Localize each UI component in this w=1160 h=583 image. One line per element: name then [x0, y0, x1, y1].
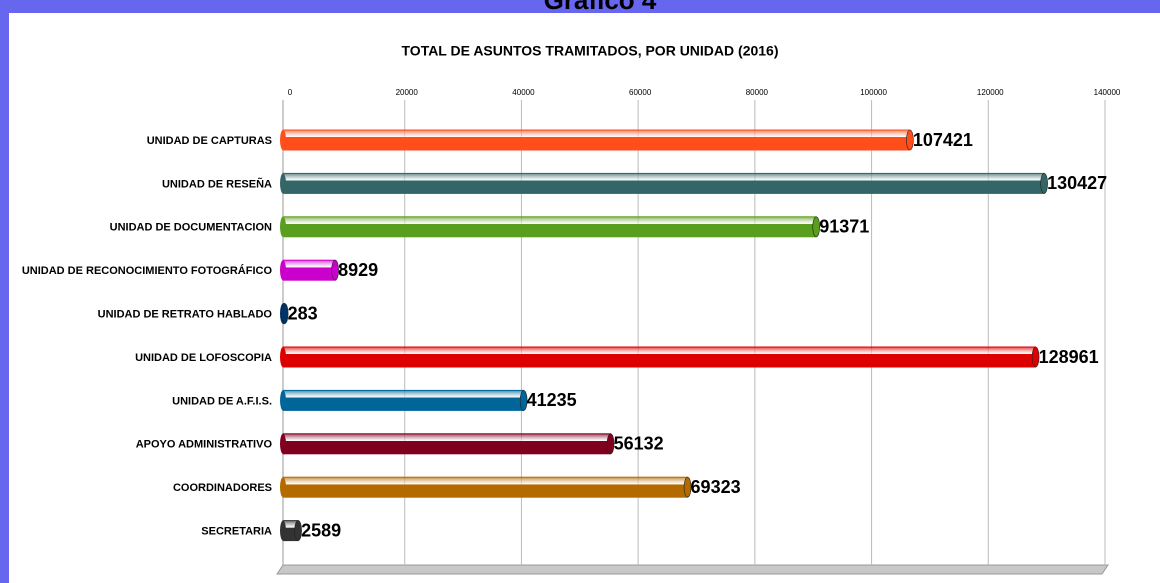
bar-start-cap: [280, 433, 286, 454]
y-tick-label: UNIDAD DE RECONOCIMIENTO FOTOGRÁFICO: [22, 264, 273, 277]
bar-start-cap: [280, 477, 286, 498]
y-tick-label: APOYO ADMINISTRATIVO: [136, 439, 273, 451]
bar-start-cap: [280, 347, 286, 367]
value-label: 130427: [1047, 173, 1107, 193]
bar-start-cap: [280, 520, 286, 541]
x-tick-label: 40000: [512, 88, 535, 97]
x-tick-label: 60000: [629, 88, 652, 97]
bar: [282, 476, 689, 498]
bar: [282, 346, 1037, 368]
bar-end-cap: [294, 520, 302, 541]
bar-start-cap: [280, 130, 286, 150]
bar-start-cap: [280, 390, 286, 411]
value-label: 283: [288, 303, 318, 323]
x-tick-label: 80000: [746, 88, 769, 97]
bar-end-cap: [812, 216, 821, 238]
bar-end-cap: [906, 129, 914, 151]
chart-title: TOTAL DE ASUNTOS TRAMITADOS, POR UNIDAD …: [402, 43, 779, 59]
bar-end-cap: [519, 390, 528, 411]
bar: [282, 216, 817, 238]
value-label: 107421: [913, 130, 973, 150]
bar-start-cap: [280, 216, 286, 237]
y-tick-label: UNIDAD DE RETRATO HABLADO: [98, 309, 273, 321]
bar: [282, 433, 612, 455]
bar-end-cap: [1040, 173, 1048, 194]
bar-start-cap: [280, 260, 286, 281]
value-label: 8929: [338, 260, 378, 280]
page-header: Gráfico 4: [544, 0, 657, 15]
value-label: 128961: [1039, 347, 1099, 367]
bar-end-cap: [606, 433, 615, 455]
y-tick-label: COORDINADORES: [173, 482, 272, 494]
value-label: 56132: [614, 434, 664, 454]
bar-end-cap: [683, 476, 692, 498]
x-tick-label: 140000: [1094, 88, 1121, 97]
bar-start-cap: [280, 173, 286, 194]
bar: [282, 172, 1045, 194]
y-tick-label: UNIDAD DE LOFOSCOPIA: [135, 352, 272, 364]
value-label: 2589: [301, 520, 341, 540]
y-tick-label: UNIDAD DE RESEÑA: [162, 177, 272, 190]
bar: [282, 389, 525, 411]
bar-end-cap: [280, 303, 289, 324]
x-tick-label: 0: [288, 88, 293, 97]
value-label: 69323: [691, 477, 741, 497]
value-label: 41235: [527, 390, 577, 410]
value-label: 91371: [819, 217, 869, 237]
y-tick-label: SECRETARIA: [201, 526, 272, 538]
y-tick-label: UNIDAD DE DOCUMENTACION: [110, 222, 272, 234]
bar-end-cap: [331, 259, 339, 281]
x-tick-label: 120000: [977, 88, 1004, 97]
y-tick-label: UNIDAD DE CAPTURAS: [147, 135, 272, 147]
bar-end-cap: [1031, 346, 1040, 368]
bar: [282, 259, 336, 281]
y-tick-label: UNIDAD DE A.F.I.S.: [172, 395, 272, 407]
x-tick-label: 100000: [860, 88, 887, 97]
floor: [276, 564, 1109, 575]
bar: [282, 129, 911, 151]
x-tick-label: 20000: [396, 88, 419, 97]
